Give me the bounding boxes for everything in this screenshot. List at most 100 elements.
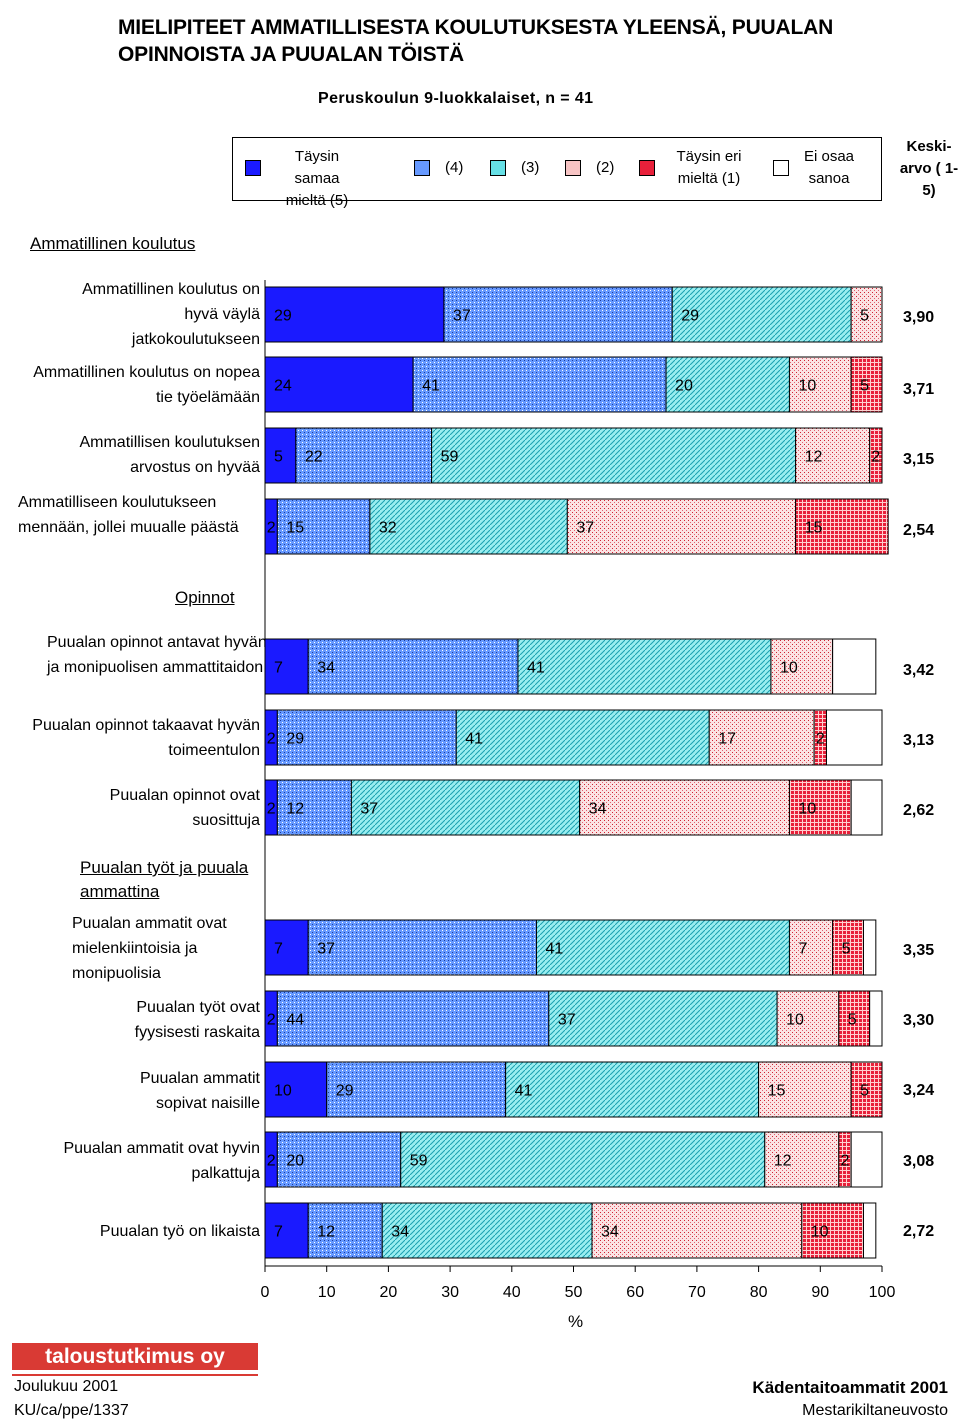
bar-seg-eos [862,1202,877,1259]
row-label: Ammatillinen koulutus on nopea tie työel… [33,364,260,406]
bar-seg-2 [758,1061,852,1118]
bar-value-label: 34 [391,1224,409,1241]
bar-value-label: 59 [410,1153,428,1170]
bar-seg-5 [264,427,297,484]
x-tick-label: 60 [626,1284,645,1301]
bar-value-label: 10 [780,660,798,677]
bar-value-label: 7 [274,1224,283,1241]
bar-seg-5 [264,1202,309,1259]
bar-value-label: 10 [798,378,816,395]
x-tick-label: 10 [317,1284,336,1301]
bar-seg-3 [505,1061,760,1118]
bar-seg-4 [443,286,673,343]
bar-seg-4 [276,1131,402,1188]
row-label: Puualan ammatit ovat hyvin palkattuja [63,1140,260,1182]
bar-value-label: 29 [274,308,292,325]
mean-column-header: Keski- arvo ( 1-5) [899,138,959,199]
row-label: Puualan työ on likaista [99,1223,260,1240]
legend-swatch-5 [245,160,261,176]
x-tick-label: 90 [811,1284,830,1301]
bar-seg-eos [850,1131,883,1188]
row-mean: 3,30 [903,1012,935,1029]
bar-seg-eos [850,779,883,836]
bar-seg-2 [850,286,883,343]
bar-seg-5 [264,356,414,413]
chart-subtitle: Peruskoulun 9-luokkalaiset, n = 41 [318,90,594,107]
row-label: Ammatilliseen koulutukseen mennään, joll… [18,494,239,536]
bar-value-label: 5 [274,449,283,466]
bar-seg-eos [869,990,883,1047]
bar-value-label: 2 [267,731,276,748]
bar-seg-1 [801,1202,864,1259]
legend: Täysin samaa mieltä (5) (4) (3) (2) Täys… [232,137,882,209]
row-mean: 3,13 [903,732,935,749]
bar-value-label: 37 [576,520,594,537]
legend-label-4: (4) [445,159,464,176]
bar-seg-4 [326,1061,507,1118]
legend-label-eos: Ei osaa sanoa [803,148,855,187]
bar-value-label: 5 [842,941,851,958]
row-label: Puualan työt ovat fyysisesti raskaita [134,999,260,1041]
bar-seg-4 [276,779,352,836]
bar-value-label: 2 [816,731,825,748]
bar-seg-4 [412,356,667,413]
bar-seg-eos [825,709,883,766]
row-mean: 3,71 [903,381,935,398]
bar-seg-2 [708,709,815,766]
row-mean: 2,72 [903,1223,935,1240]
bar-value-label: 5 [860,308,869,325]
bar-seg-5 [264,638,309,695]
x-tick-label: 20 [379,1284,398,1301]
bar-seg-4 [307,919,537,976]
bar-seg-5 [264,919,309,976]
bar-seg-5 [264,286,445,343]
bar-seg-3 [400,1131,766,1188]
bar-seg-4 [276,709,457,766]
bar-seg-1 [788,779,852,836]
chart-title: MIELIPITEET AMMATILLISESTA KOULUTUKSESTA… [118,16,834,66]
bar-seg-1 [832,919,864,976]
row-label: Puualan ammatit sopivat naisille [139,1070,260,1112]
bar-seg-1 [795,498,889,555]
bar-seg-3 [431,427,797,484]
bar-value-label: 41 [515,1083,533,1100]
bar-value-label: 20 [286,1153,304,1170]
legend-label-2: (2) [596,159,615,176]
bar-seg-3 [381,1202,593,1259]
bar-value-label: 2 [267,520,276,537]
company-logo: taloustutkimus oy [12,1343,258,1370]
bar-value-label: 59 [441,449,459,466]
bar-value-label: 12 [317,1224,335,1241]
row-mean: 3,35 [903,942,935,959]
bar-value-label: 37 [317,941,335,958]
bar-seg-3 [548,990,778,1047]
row-mean: 3,08 [903,1153,935,1170]
legend-label-5: Täysin samaa mieltä (5) [285,148,349,209]
section-tyot: Puualan työt ja puuala ammattina [80,858,249,901]
legend-swatch-4 [414,160,430,176]
row-label: Puualan opinnot takaavat hyvän toimeentu… [32,717,260,759]
legend-swatch-3 [490,160,506,176]
x-axis-label: % [568,1312,584,1331]
row-mean: 2,54 [903,522,935,539]
bar-value-label: 41 [465,731,483,748]
bar-value-label: 2 [841,1153,850,1170]
legend-swatch-eos [773,160,789,176]
bar-value-label: 5 [848,1012,857,1029]
x-tick-label: 0 [260,1284,270,1301]
legend-swatch-2 [565,160,581,176]
bar-seg-2 [566,498,797,555]
bar-value-label: 29 [286,731,304,748]
bar-value-label: 34 [589,801,607,818]
bar-seg-4 [295,427,433,484]
bar-value-label: 5 [860,1083,869,1100]
row-mean: 3,42 [903,662,935,679]
bar-seg-3 [665,356,790,413]
bar-value-label: 34 [317,660,335,677]
bar-value-label: 37 [453,308,471,325]
bar-value-label: 15 [805,520,823,537]
bar-value-label: 12 [774,1153,792,1170]
bar-seg-1 [850,1061,883,1118]
bar-value-label: 7 [798,941,807,958]
footer-code: KU/ca/ppe/1337 [14,1402,129,1419]
